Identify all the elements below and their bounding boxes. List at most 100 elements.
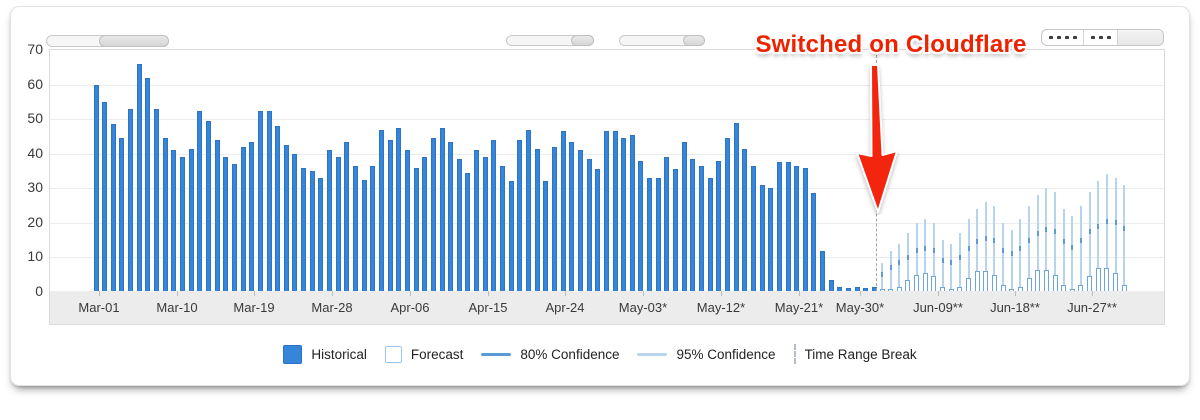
historical-bar — [742, 148, 748, 292]
historical-bar — [327, 150, 333, 292]
historical-bar — [482, 157, 488, 292]
forecast-bar — [1017, 286, 1023, 292]
mini-slider-1[interactable] — [506, 35, 594, 46]
historical-bar — [439, 127, 445, 292]
historical-bar — [517, 139, 523, 292]
historical-bar — [854, 286, 860, 292]
historical-bar — [404, 150, 410, 292]
x-axis-tick — [938, 291, 939, 296]
historical-bar — [93, 84, 99, 292]
confidence-80-mark — [1028, 237, 1031, 243]
forecast-bar — [948, 289, 954, 292]
x-axis-label: Apr-15 — [468, 300, 508, 315]
forecast-bar — [888, 289, 894, 292]
historical-bar — [863, 287, 869, 292]
historical-bar — [526, 129, 531, 292]
forecast-bar — [1061, 285, 1067, 292]
legend-swatch-icon — [384, 345, 402, 363]
confidence-95-whisker — [1114, 177, 1117, 273]
drag-handle-dots-icon[interactable] — [1084, 30, 1118, 45]
legend-item-95-confidence[interactable]: 95% Confidence — [637, 346, 776, 362]
historical-bar — [275, 126, 281, 292]
x-axis-label: May-03* — [618, 300, 668, 315]
scrollbar-thumb[interactable] — [99, 35, 169, 47]
historical-bar — [353, 165, 358, 292]
confidence-80-mark — [941, 258, 944, 264]
toolbar-segmented-control[interactable] — [1041, 29, 1164, 46]
confidence-80-mark — [924, 246, 927, 252]
historical-bar — [344, 141, 350, 292]
historical-bar — [214, 139, 220, 292]
historical-bar — [162, 138, 168, 292]
forecast-bar — [991, 274, 997, 292]
historical-bar — [136, 63, 142, 292]
historical-bar — [638, 160, 644, 292]
forecast-bar — [1069, 288, 1075, 292]
historical-bar — [474, 150, 480, 292]
chart-range-scrollbar[interactable] — [46, 35, 169, 47]
forecast-bar — [922, 273, 928, 292]
legend-label: Forecast — [410, 346, 464, 362]
legend-item-time-range-break[interactable]: Time Range Break — [793, 344, 917, 364]
x-axis-label: Apr-06 — [390, 300, 430, 315]
legend-item-80-confidence[interactable]: 80% Confidence — [481, 347, 619, 362]
mini-slider-2-thumb[interactable] — [683, 35, 705, 46]
confidence-95-whisker — [1079, 205, 1082, 286]
historical-bar — [612, 131, 618, 292]
historical-bar — [500, 165, 506, 292]
historical-bar — [664, 157, 670, 292]
historical-bar — [240, 146, 246, 292]
confidence-80-mark — [898, 260, 901, 266]
confidence-95-whisker — [898, 243, 901, 287]
confidence-80-mark — [1114, 220, 1117, 226]
x-axis-label: Jun-27** — [1067, 300, 1117, 315]
historical-bar — [370, 165, 376, 292]
confidence-80-mark — [915, 248, 918, 254]
x-axis-label: Mar-10 — [156, 300, 198, 315]
confidence-95-whisker — [1062, 209, 1065, 286]
historical-bar — [119, 138, 125, 292]
chart-legend: Historical Forecast 80% Confidence 95% Conf… — [11, 341, 1189, 367]
confidence-95-whisker — [950, 243, 953, 290]
historical-bar — [465, 172, 471, 292]
historical-bar — [422, 157, 428, 292]
legend-item-historical[interactable]: Historical — [283, 344, 367, 364]
historical-bar — [292, 153, 298, 292]
historical-bar — [828, 279, 834, 292]
historical-bar — [283, 145, 289, 292]
drag-handle-dots-icon[interactable] — [1042, 30, 1084, 45]
forecast-bar — [914, 274, 920, 292]
forecast-bar — [974, 271, 980, 292]
down-arrow-icon — [856, 64, 898, 213]
dot-icon — [1090, 36, 1095, 39]
confidence-95-whisker — [924, 219, 927, 273]
confidence-80-mark — [889, 265, 892, 271]
x-axis-tick — [332, 291, 333, 296]
forecast-bar — [1087, 276, 1093, 292]
historical-bar — [361, 179, 367, 292]
y-axis-label: 40 — [27, 144, 43, 161]
historical-bar — [145, 77, 151, 292]
legend-label: 95% Confidence — [676, 346, 776, 362]
dot-icon — [1056, 36, 1061, 39]
blank-segment-button[interactable] — [1118, 30, 1163, 45]
forecast-bar — [1043, 269, 1049, 292]
forecast-bar — [1104, 267, 1110, 292]
legend-label: Time Range Break — [804, 346, 917, 362]
mini-slider-2[interactable] — [619, 35, 705, 46]
historical-bar — [318, 177, 324, 292]
historical-bar — [180, 157, 185, 292]
y-axis-label: 10 — [27, 248, 43, 265]
confidence-80-mark — [967, 246, 970, 252]
mini-slider-1-thumb[interactable] — [571, 35, 594, 46]
y-axis-label: 30 — [27, 179, 43, 196]
confidence-80-mark — [984, 235, 987, 241]
confidence-80-mark — [881, 272, 883, 278]
forecast-bar — [931, 276, 937, 292]
legend-item-forecast[interactable]: Forecast — [384, 345, 464, 363]
forecast-bar — [1026, 278, 1032, 292]
historical-bar — [707, 177, 713, 292]
confidence-95-whisker — [941, 240, 944, 287]
confidence-80-mark — [1071, 244, 1074, 250]
dot-icon — [1098, 36, 1103, 39]
